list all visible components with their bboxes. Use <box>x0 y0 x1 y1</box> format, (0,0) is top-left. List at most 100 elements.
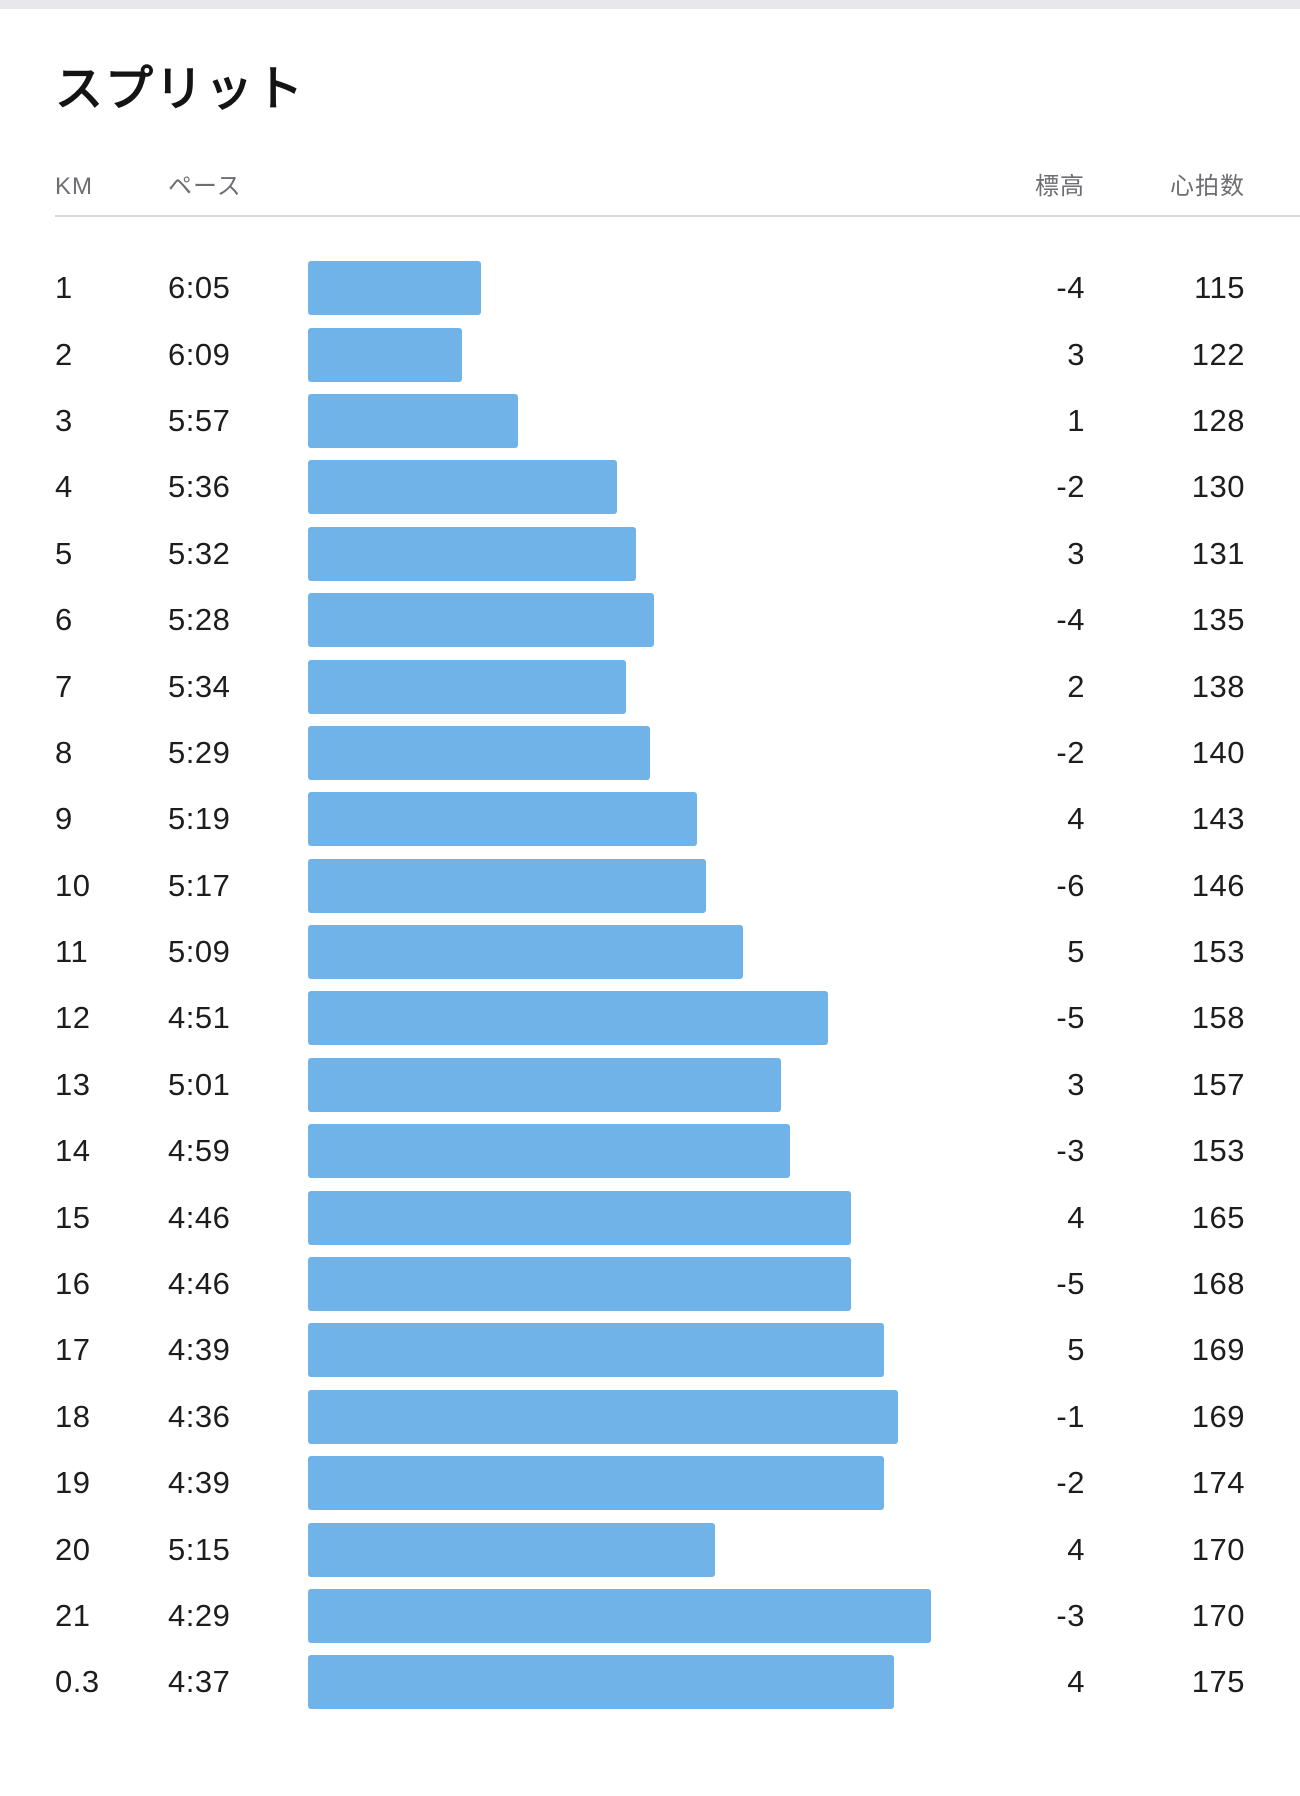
km-value: 20 <box>55 1531 91 1567</box>
elevation-value: -6 <box>1056 867 1085 903</box>
split-row: 15 4:46 4 165 <box>0 1184 1300 1250</box>
heart-rate-value: 170 <box>1191 1598 1245 1633</box>
km-value: 12 <box>55 1000 91 1036</box>
heart-rate-value: 153 <box>1191 934 1245 970</box>
pace-bar <box>308 1655 894 1710</box>
pace-value: 5:28 <box>168 602 231 638</box>
pace-bar <box>308 1456 885 1511</box>
heart-rate-value: 122 <box>1191 336 1245 372</box>
pace-bar <box>308 460 617 515</box>
pace-value: 4:46 <box>168 1266 231 1302</box>
split-row: 18 4:36 -1 169 <box>0 1384 1300 1450</box>
km-value: 5 <box>55 535 73 571</box>
heart-rate-value: 169 <box>1191 1398 1245 1434</box>
elevation-value: 4 <box>1067 801 1085 837</box>
pace-value: 5:15 <box>168 1531 231 1567</box>
heart-rate-value: 170 <box>1191 1531 1245 1567</box>
km-value: 19 <box>55 1465 91 1501</box>
heart-rate-value: 115 <box>1194 270 1245 306</box>
split-row: 4 5:36 -2 130 <box>0 454 1300 520</box>
pace-value: 5:34 <box>168 668 231 704</box>
elevation-value: 4 <box>1067 1664 1085 1700</box>
elevation-value: 4 <box>1067 1199 1085 1235</box>
km-value: 3 <box>55 402 73 438</box>
heart-rate-value: 169 <box>1191 1332 1245 1368</box>
km-value: 17 <box>55 1332 91 1368</box>
km-value: 0.3 <box>55 1664 100 1700</box>
pace-bar <box>308 925 744 980</box>
elevation-value: 3 <box>1067 336 1085 372</box>
km-value: 1 <box>55 270 73 306</box>
km-value: 13 <box>55 1066 91 1102</box>
pace-value: 4:29 <box>168 1598 231 1633</box>
top-strip <box>0 0 1300 9</box>
km-value: 8 <box>55 734 73 770</box>
heart-rate-value: 158 <box>1191 1000 1245 1036</box>
pace-value: 5:19 <box>168 801 231 837</box>
pace-value: 4:46 <box>168 1199 231 1235</box>
split-row: 12 4:51 -5 158 <box>0 985 1300 1051</box>
km-value: 15 <box>55 1199 91 1235</box>
split-row: 19 4:39 -2 174 <box>0 1450 1300 1516</box>
pace-bar <box>308 792 697 847</box>
column-header-elevation: 標高 <box>1035 173 1085 200</box>
km-value: 14 <box>55 1133 91 1169</box>
table-header: KM ペース 標高 心拍数 <box>0 171 1300 201</box>
split-row: 10 5:17 -6 146 <box>0 853 1300 919</box>
elevation-value: 1 <box>1067 402 1085 438</box>
km-value: 16 <box>55 1266 91 1302</box>
km-value: 2 <box>55 336 73 372</box>
pace-bar <box>308 858 706 913</box>
split-row: 20 5:15 4 170 <box>0 1516 1300 1582</box>
split-row: 5 5:32 3 131 <box>0 521 1300 587</box>
pace-value: 4:51 <box>168 1000 231 1036</box>
elevation-value: -2 <box>1056 1465 1085 1501</box>
km-value: 9 <box>55 801 73 837</box>
pace-value: 4:39 <box>168 1465 231 1501</box>
split-row: 1 6:05 -4 115 <box>0 255 1300 321</box>
pace-value: 4:59 <box>168 1133 231 1169</box>
pace-bar <box>308 991 828 1046</box>
pace-bar <box>308 1389 899 1444</box>
page-title: スプリット <box>55 63 306 116</box>
pace-value: 5:01 <box>168 1066 231 1102</box>
pace-bar <box>308 725 650 780</box>
heart-rate-value: 143 <box>1191 801 1245 837</box>
heart-rate-value: 140 <box>1191 734 1245 770</box>
pace-bar <box>308 1190 852 1245</box>
pace-value: 5:32 <box>168 535 231 571</box>
pace-value: 5:09 <box>168 934 231 970</box>
split-row: 2 6:09 3 122 <box>0 321 1300 387</box>
pace-bar <box>308 1257 852 1312</box>
elevation-value: -3 <box>1056 1133 1085 1169</box>
split-row: 0.3 4:37 4 175 <box>0 1649 1300 1715</box>
heart-rate-value: 135 <box>1191 602 1245 638</box>
split-row: 14 4:59 -3 153 <box>0 1118 1300 1184</box>
elevation-value: 5 <box>1067 934 1085 970</box>
heart-rate-value: 175 <box>1191 1664 1245 1700</box>
heart-rate-value: 130 <box>1191 469 1245 505</box>
heart-rate-value: 128 <box>1191 402 1245 438</box>
elevation-value: -3 <box>1056 1598 1085 1633</box>
pace-value: 5:17 <box>168 867 231 903</box>
split-row: 11 5:09 5 153 <box>0 919 1300 985</box>
pace-bar <box>308 1589 931 1643</box>
elevation-value: -5 <box>1056 1000 1085 1036</box>
heart-rate-value: 153 <box>1191 1133 1245 1169</box>
heart-rate-value: 131 <box>1191 535 1245 571</box>
elevation-value: 2 <box>1067 668 1085 704</box>
pace-value: 5:57 <box>168 402 231 438</box>
heart-rate-value: 165 <box>1191 1199 1245 1235</box>
pace-value: 6:09 <box>168 336 231 372</box>
pace-bar <box>308 327 462 382</box>
km-value: 11 <box>55 934 89 970</box>
pace-bar <box>308 1522 716 1577</box>
split-row: 13 5:01 3 157 <box>0 1052 1300 1118</box>
split-row: 7 5:34 2 138 <box>0 653 1300 719</box>
split-row: 21 4:29 -3 170 <box>0 1583 1300 1649</box>
km-value: 21 <box>55 1598 91 1633</box>
elevation-value: -4 <box>1056 602 1085 638</box>
column-header-pace: ペース <box>168 173 242 200</box>
elevation-value: -1 <box>1056 1398 1085 1434</box>
split-row: 16 4:46 -5 168 <box>0 1251 1300 1317</box>
